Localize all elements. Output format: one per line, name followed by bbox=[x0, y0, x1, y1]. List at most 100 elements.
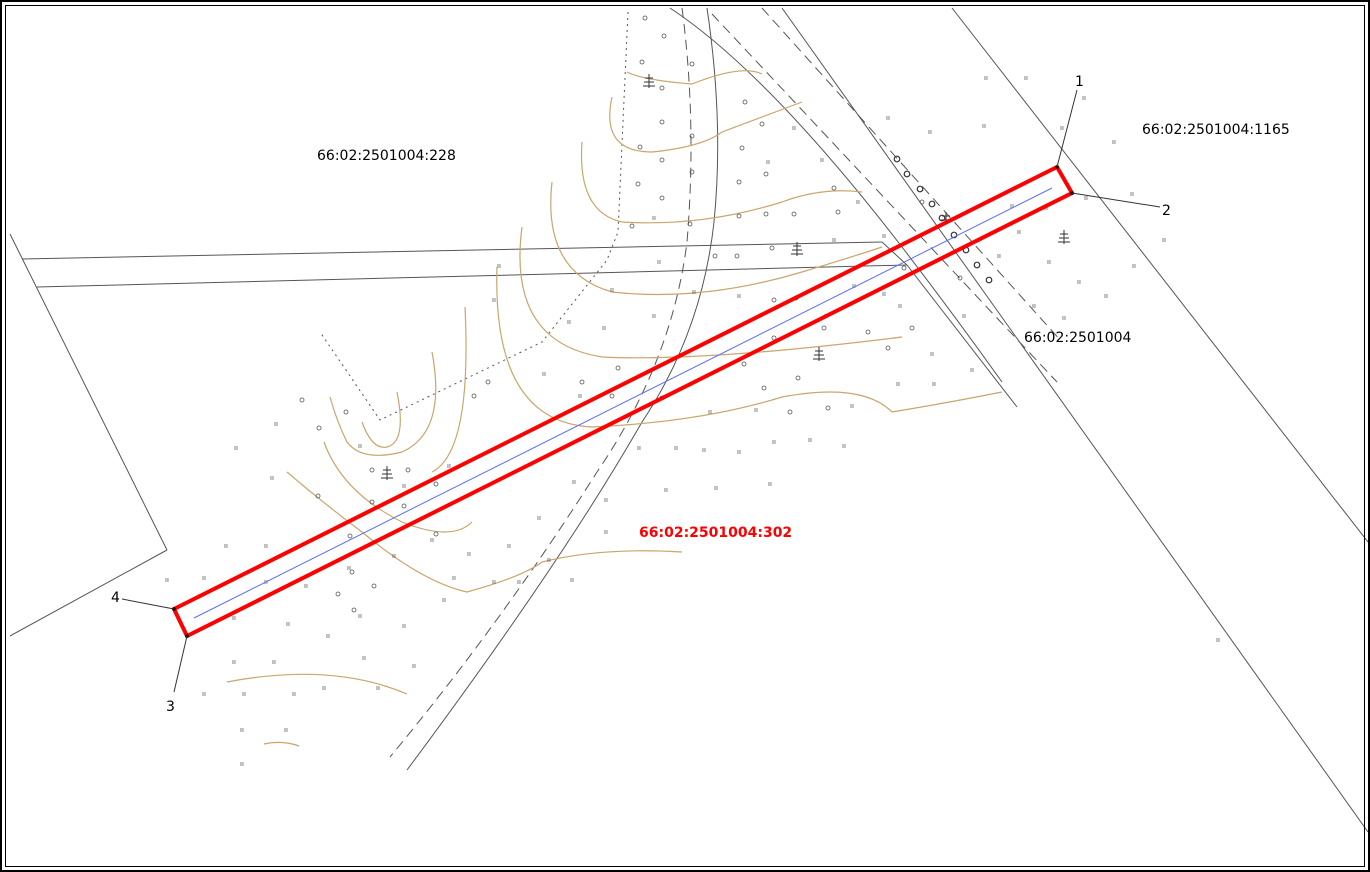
svg-text:ıı: ıı bbox=[1032, 302, 1036, 310]
svg-text:ıı: ıı bbox=[604, 496, 608, 504]
svg-text:ıı: ıı bbox=[264, 542, 268, 550]
svg-text:ıı: ıı bbox=[610, 286, 614, 294]
contour bbox=[431, 306, 467, 473]
parcel-centerline bbox=[193, 187, 1053, 619]
boundary-line bbox=[9, 233, 168, 551]
svg-text:ıı: ıı bbox=[928, 128, 932, 136]
svg-text:ıı: ıı bbox=[542, 370, 546, 378]
leader-lines bbox=[121, 89, 1161, 693]
boundary-line bbox=[951, 7, 1368, 543]
svg-text:ıı: ıı bbox=[1104, 292, 1108, 300]
svg-text:ıı: ıı bbox=[1060, 124, 1064, 132]
svg-text:ıı: ıı bbox=[737, 448, 741, 456]
svg-text:ıı: ıı bbox=[272, 658, 276, 666]
svg-text:ıı: ıı bbox=[232, 658, 236, 666]
contour bbox=[263, 741, 300, 747]
dashed-line bbox=[711, 13, 1058, 383]
svg-text:ıı: ıı bbox=[1062, 314, 1066, 322]
svg-text:ıı: ıı bbox=[572, 478, 576, 486]
svg-text:ıı: ıı bbox=[286, 620, 290, 628]
svg-text:ıı: ıı bbox=[165, 576, 169, 584]
svg-text:ıı: ıı bbox=[292, 690, 296, 698]
svg-text:ıı: ıı bbox=[358, 612, 362, 620]
contour bbox=[519, 226, 903, 359]
boundary-line bbox=[781, 7, 1368, 833]
svg-text:ıı: ıı bbox=[930, 350, 934, 358]
parcel-label-1165: 66:02:2501004:1165 bbox=[1142, 122, 1290, 138]
svg-text:ıı: ıı bbox=[604, 528, 608, 536]
road-lines bbox=[406, 7, 1003, 771]
svg-text:ıı: ıı bbox=[932, 380, 936, 388]
svg-text:ıı: ıı bbox=[442, 596, 446, 604]
vertex-markers bbox=[172, 165, 1074, 638]
svg-text:ıı: ıı bbox=[392, 552, 396, 560]
svg-text:ıı: ıı bbox=[708, 408, 712, 416]
svg-text:ıı: ıı bbox=[1132, 262, 1136, 270]
contour bbox=[580, 141, 863, 224]
svg-text:ıı: ıı bbox=[997, 252, 1001, 260]
target-parcel-boundary bbox=[171, 164, 1075, 639]
svg-text:ıı: ıı bbox=[652, 214, 656, 222]
svg-text:ıı: ıı bbox=[808, 436, 812, 444]
svg-text:ıı: ıı bbox=[1112, 138, 1116, 146]
point-label-1: 1 bbox=[1075, 74, 1084, 90]
svg-text:ıı: ıı bbox=[1084, 194, 1088, 202]
svg-text:ıı: ıı bbox=[347, 564, 351, 572]
svg-text:ıı: ıı bbox=[766, 158, 770, 166]
boundary-line bbox=[9, 549, 168, 637]
contour bbox=[609, 96, 803, 153]
svg-text:ıı: ıı bbox=[792, 124, 796, 132]
parcel-label-228: 66:02:2501004:228 bbox=[317, 148, 456, 164]
road-edge bbox=[406, 7, 719, 771]
svg-text:ıı: ıı bbox=[232, 614, 236, 622]
svg-text:ıı: ıı bbox=[842, 442, 846, 450]
point-label-2: 2 bbox=[1162, 203, 1171, 219]
tree-icon bbox=[1058, 230, 1070, 244]
svg-text:ıı: ıı bbox=[1082, 94, 1086, 102]
bold-shrub-symbols bbox=[893, 155, 993, 284]
svg-text:ıı: ıı bbox=[657, 258, 661, 266]
svg-text:ıı: ıı bbox=[517, 578, 521, 586]
svg-text:ıı: ıı bbox=[447, 462, 451, 470]
svg-text:ıı: ıı bbox=[1010, 202, 1014, 210]
svg-text:ıı: ıı bbox=[1017, 228, 1021, 236]
svg-text:ıı: ıı bbox=[852, 282, 856, 290]
svg-text:ıı: ıı bbox=[856, 198, 860, 206]
svg-text:ıı: ıı bbox=[768, 480, 772, 488]
boundary-line bbox=[906, 264, 1018, 408]
svg-text:ıı: ıı bbox=[886, 114, 890, 122]
boundary-line bbox=[21, 241, 883, 260]
svg-text:ıı: ıı bbox=[850, 402, 854, 410]
road-edge bbox=[669, 7, 1003, 383]
svg-text:ıı: ıı bbox=[234, 444, 238, 452]
dashed-lines bbox=[389, 7, 1063, 758]
contour bbox=[496, 266, 1003, 428]
svg-text:ıı: ıı bbox=[1162, 236, 1166, 244]
dashed-road bbox=[389, 7, 692, 758]
svg-text:ıı: ıı bbox=[570, 576, 574, 584]
fence-line bbox=[319, 11, 629, 421]
grass-symbols: ıı ıı ıı ıı ıı ıı ıı ıı ıı ıı ıı ıı ıı ıı ıı ıı ıı ı… bbox=[165, 74, 1220, 768]
svg-text:ıı: ıı bbox=[832, 236, 836, 244]
block-label: 66:02:2501004 bbox=[1024, 330, 1132, 346]
svg-text:ıı: ıı bbox=[507, 542, 511, 550]
svg-text:ıı: ıı bbox=[578, 392, 582, 400]
contour bbox=[226, 673, 408, 695]
target-parcel-label: 66:02:2501004:302 bbox=[639, 525, 792, 541]
svg-text:ıı: ıı bbox=[202, 690, 206, 698]
contour bbox=[329, 351, 437, 456]
contour bbox=[323, 441, 473, 533]
svg-text:ıı: ıı bbox=[962, 312, 966, 320]
svg-text:ıı: ıı bbox=[402, 482, 406, 490]
svg-text:ıı: ıı bbox=[692, 288, 696, 296]
contour bbox=[286, 471, 683, 593]
svg-text:ıı: ıı bbox=[467, 550, 471, 558]
svg-text:ıı: ıı bbox=[274, 420, 278, 428]
boundary-line bbox=[36, 264, 908, 288]
svg-text:ıı: ıı bbox=[270, 474, 274, 482]
svg-text:ıı: ıı bbox=[497, 262, 501, 270]
svg-text:ıı: ıı bbox=[602, 324, 606, 332]
svg-text:ıı: ıı bbox=[362, 654, 366, 662]
parcel-boundaries bbox=[9, 7, 1368, 833]
